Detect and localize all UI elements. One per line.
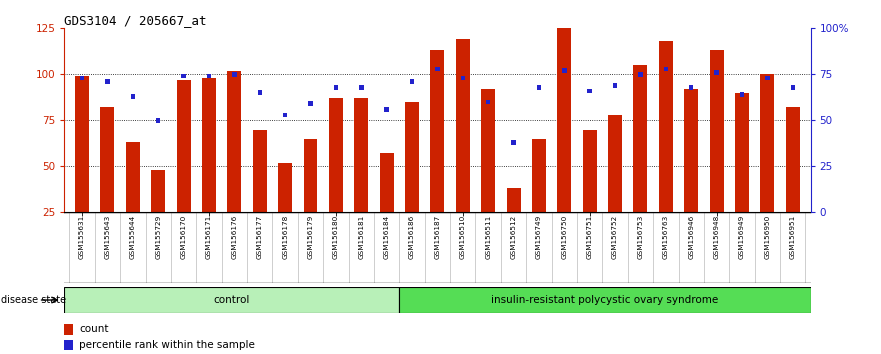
Text: GSM156948: GSM156948 [714, 215, 720, 259]
Bar [740, 92, 744, 97]
Bar [207, 74, 211, 79]
Bar [384, 107, 389, 112]
Bar [638, 72, 643, 77]
Bar [75, 76, 89, 212]
Bar [410, 79, 414, 84]
Text: GSM156950: GSM156950 [765, 215, 770, 259]
Bar [308, 102, 313, 106]
Bar [156, 118, 160, 123]
Bar [511, 140, 515, 145]
Text: GDS3104 / 205667_at: GDS3104 / 205667_at [64, 14, 207, 27]
Bar [435, 67, 440, 71]
Bar [431, 50, 444, 212]
Text: GSM156179: GSM156179 [307, 215, 314, 259]
Text: GSM156753: GSM156753 [638, 215, 643, 259]
Bar [582, 130, 596, 212]
Bar [588, 88, 592, 93]
Text: GSM156511: GSM156511 [485, 215, 492, 259]
Bar [735, 93, 749, 212]
Bar [461, 76, 465, 80]
Text: percentile rank within the sample: percentile rank within the sample [79, 340, 255, 350]
Text: control: control [213, 295, 250, 305]
Text: GSM156186: GSM156186 [409, 215, 415, 259]
Bar [537, 85, 541, 90]
Bar [100, 108, 115, 212]
Text: GSM156177: GSM156177 [256, 215, 263, 259]
Text: GSM155643: GSM155643 [105, 215, 110, 259]
Bar [80, 76, 85, 80]
Text: GSM156951: GSM156951 [789, 215, 796, 259]
Bar [532, 139, 546, 212]
Bar [232, 72, 237, 77]
Bar [685, 89, 699, 212]
Bar [176, 80, 190, 212]
Bar [608, 115, 622, 212]
Bar [181, 74, 186, 79]
Bar [481, 89, 495, 212]
Bar [455, 39, 470, 212]
Bar [486, 100, 491, 104]
Bar [253, 130, 267, 212]
Text: GSM156751: GSM156751 [587, 215, 593, 259]
Text: GSM156178: GSM156178 [282, 215, 288, 259]
Text: GSM156180: GSM156180 [333, 215, 339, 259]
Bar [278, 163, 292, 212]
Bar [714, 70, 719, 75]
Bar [359, 85, 364, 90]
Text: GSM155631: GSM155631 [79, 215, 85, 259]
Text: GSM156946: GSM156946 [688, 215, 694, 259]
Bar [613, 83, 618, 88]
Bar [126, 142, 140, 212]
Bar [790, 85, 795, 90]
Bar [786, 108, 800, 212]
Bar [558, 19, 571, 212]
Bar [105, 79, 110, 84]
Bar [64, 340, 73, 350]
Text: GSM156184: GSM156184 [383, 215, 389, 259]
Text: GSM156510: GSM156510 [460, 215, 466, 259]
Bar [689, 85, 693, 90]
Text: GSM156763: GSM156763 [663, 215, 669, 259]
Bar [765, 76, 770, 80]
Bar [304, 139, 317, 212]
Text: GSM156949: GSM156949 [739, 215, 745, 259]
Bar [334, 85, 338, 90]
Bar [64, 287, 399, 313]
Text: GSM156750: GSM156750 [561, 215, 567, 259]
Bar [633, 65, 648, 212]
Bar [257, 91, 262, 95]
Bar [354, 98, 368, 212]
Text: GSM156176: GSM156176 [232, 215, 237, 259]
Bar [380, 154, 394, 212]
Bar [507, 188, 521, 212]
Bar [329, 98, 343, 212]
Text: GSM156752: GSM156752 [612, 215, 618, 259]
Bar [130, 94, 135, 99]
Bar [152, 170, 166, 212]
Bar [64, 324, 73, 335]
Bar [283, 113, 287, 117]
Bar [760, 74, 774, 212]
Bar [562, 68, 566, 73]
Text: GSM155729: GSM155729 [155, 215, 161, 259]
Text: GSM156512: GSM156512 [511, 215, 516, 259]
Bar [659, 41, 673, 212]
Bar [405, 102, 419, 212]
Bar [399, 287, 811, 313]
Bar [663, 67, 668, 71]
Text: count: count [79, 324, 109, 334]
Text: GSM156181: GSM156181 [359, 215, 364, 259]
Text: GSM156171: GSM156171 [206, 215, 212, 259]
Text: insulin-resistant polycystic ovary syndrome: insulin-resistant polycystic ovary syndr… [492, 295, 719, 305]
Text: disease state: disease state [1, 295, 66, 305]
Bar [709, 50, 723, 212]
Bar [202, 78, 216, 212]
Text: GSM156187: GSM156187 [434, 215, 440, 259]
Text: GSM156170: GSM156170 [181, 215, 187, 259]
Text: GSM155644: GSM155644 [130, 215, 136, 259]
Text: GSM156749: GSM156749 [536, 215, 542, 259]
Bar [227, 71, 241, 212]
